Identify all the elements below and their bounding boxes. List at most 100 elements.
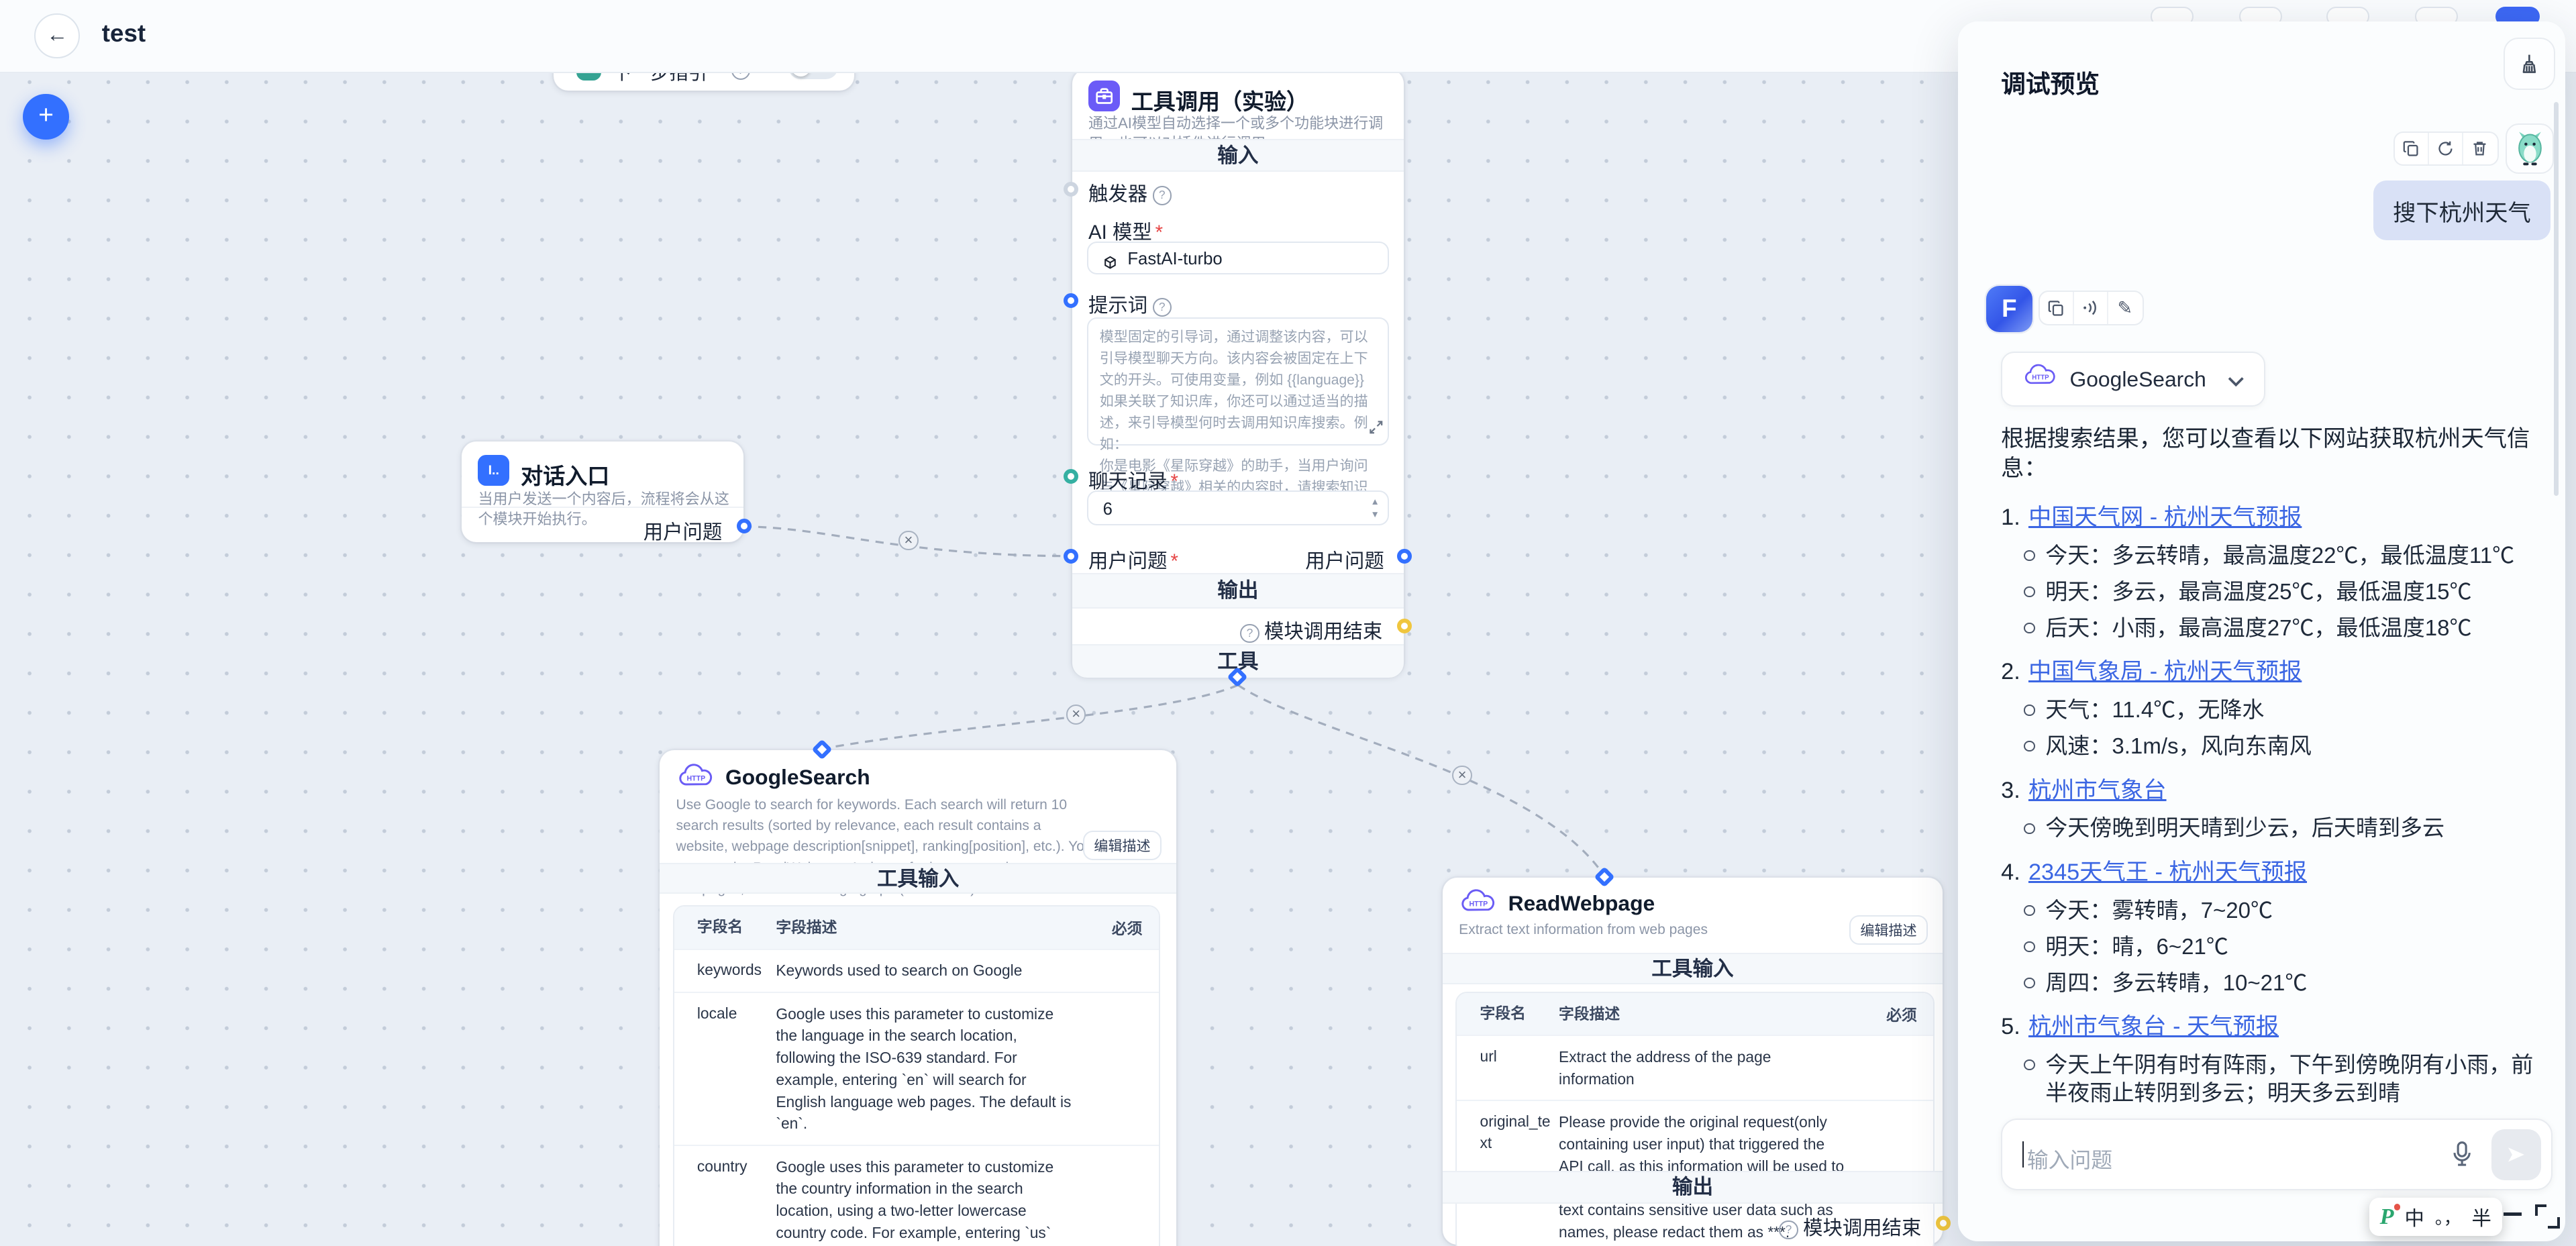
clear-chat-button[interactable]: [2504, 38, 2556, 90]
table-header: 字段名 字段描述 必须: [674, 906, 1159, 949]
tool-pill-label: GoogleSearch: [2069, 366, 2206, 391]
result-link[interactable]: 中国天气网 - 杭州天气预报: [2028, 505, 2302, 531]
debug-preview-panel: 调试预览 搜下杭州天气 F ✎ HTTP GoogleSearch 根据搜索结果…: [1958, 21, 2566, 1241]
model-select[interactable]: FastAI-turbo: [1086, 241, 1390, 274]
prompt-textarea[interactable]: 模型固定的引导词，通过调整该内容，可以引导模型聊天方向。该内容会被固定在上下文的…: [1086, 317, 1390, 517]
read-webpage-node[interactable]: HTTP ReadWebpage Extract text informatio…: [1442, 866, 1951, 1246]
microphone-icon[interactable]: [2451, 1140, 2473, 1175]
model-value: FastAI-turbo: [1127, 249, 1223, 268]
copy-icon[interactable]: [2395, 133, 2428, 164]
text-cursor: [2022, 1141, 2024, 1168]
section-tool-input: 工具输入: [1442, 953, 1943, 985]
ime-corner-icon: [2548, 1217, 2560, 1229]
expand-icon[interactable]: [1370, 411, 1383, 441]
ime-punctuation-mode[interactable]: 。，: [2434, 1209, 2461, 1229]
entry-node[interactable]: I.. 对话入口 当用户发送一个内容后，流程将会从这个模块开始执行。 用户问题: [462, 442, 752, 543]
send-button[interactable]: [2491, 1129, 2541, 1180]
voice-icon[interactable]: [2073, 292, 2107, 324]
assistant-message: 根据搜索结果，您可以查看以下网站获取杭州天气信息： 1. 中国天气网 - 杭州天气…: [2001, 424, 2536, 1123]
answer-intro: 根据搜索结果，您可以查看以下网站获取杭州天气信息：: [2001, 425, 2530, 481]
connection-delete-button[interactable]: ×: [898, 530, 919, 551]
connection-delete-button[interactable]: ×: [1066, 705, 1086, 725]
trigger-label: 触发器?: [1088, 178, 1172, 207]
briefcase-icon: [1088, 80, 1120, 112]
back-button[interactable]: ←: [34, 13, 81, 59]
target-handle-question[interactable]: [1064, 548, 1079, 564]
prompt-label: 提示词?: [1088, 290, 1172, 318]
table-row: locale Google uses this parameter to cus…: [674, 991, 1159, 1145]
ime-language-mode[interactable]: 中: [2404, 1207, 2424, 1230]
bullet: 今天：多云转晴，最高温度22℃，最低温度11℃: [2024, 542, 2536, 570]
result-link[interactable]: 杭州市气象台: [2028, 777, 2167, 803]
result-bullets: 天气：11.4℃，无降水 风速：3.1m/s，风向东南风: [2001, 696, 2536, 760]
section-output: 输出: [1442, 1170, 1943, 1204]
result-link[interactable]: 中国气象局 - 杭州天气预报: [2028, 659, 2302, 685]
chat-entry-icon: I..: [478, 454, 509, 486]
history-label: 聊天记录 *: [1088, 470, 1178, 493]
connection-delete-button[interactable]: ×: [1452, 765, 1472, 786]
stepper-up-icon: ▲: [1370, 496, 1380, 507]
source-handle-module-end[interactable]: [1397, 618, 1412, 633]
mascot-icon: [2518, 132, 2542, 166]
source-handle-question[interactable]: [1397, 548, 1412, 564]
message-toolbar: [2393, 131, 2499, 166]
section-input: 输入: [1072, 138, 1404, 172]
module-end-label: ? 模块调用结束: [1779, 1212, 1921, 1241]
table-row: url Extract the address of the page info…: [1457, 1035, 1934, 1100]
edit-description-button[interactable]: 编辑描述: [1082, 830, 1162, 860]
http-cloud-icon: HTTP: [2022, 364, 2059, 395]
model-label: AI 模型 *: [1088, 221, 1164, 244]
ime-minimize-icon[interactable]: [2504, 1212, 2522, 1216]
edit-icon[interactable]: ✎: [2107, 292, 2141, 324]
ime-width-mode[interactable]: 半: [2471, 1207, 2491, 1230]
result-bullets: 今天：雾转晴，7~20℃ 明天：晴，6~21℃ 周四：多云转晴，10~21℃: [2001, 897, 2536, 997]
result-item-heading: 4. 2345天气王 - 杭州天气预报: [2001, 860, 2308, 886]
tool-call-node[interactable]: 工具调用（实验） 通过AI模型自动选择一个或多个功能块进行调用，也可以对插件进行…: [1064, 68, 1412, 688]
svg-text:HTTP: HTTP: [686, 774, 705, 782]
tool-input-table: 字段名 字段描述 必须 url Extract the address of t…: [1455, 992, 1935, 1246]
section-output: 输出: [1072, 573, 1404, 609]
openai-icon: [1101, 250, 1119, 279]
bullet: 明天：多云，最高温度25℃，最低温度15℃: [2024, 578, 2536, 607]
table-row: keywords Keywords used to search on Goog…: [674, 948, 1159, 992]
delete-icon[interactable]: [2462, 132, 2496, 165]
result-bullets: 今天：多云转晴，最高温度22℃，最低温度11℃ 明天：多云，最高温度25℃，最低…: [2001, 542, 2536, 642]
result-link[interactable]: 2345天气王 - 杭州天气预报: [2028, 860, 2308, 886]
target-handle-prompt[interactable]: [1064, 293, 1079, 309]
help-icon: ?: [1152, 186, 1172, 205]
google-search-node[interactable]: HTTP GoogleSearch Use Google to search f…: [660, 739, 1177, 1246]
chat-input[interactable]: 输入问题: [2001, 1119, 2553, 1191]
broom-icon: [2523, 54, 2536, 73]
entry-output-label: 用户问题: [643, 521, 723, 543]
bullet: 风速：3.1m/s，风向东南风: [2024, 733, 2536, 761]
source-handle-module-end[interactable]: [1936, 1216, 1951, 1231]
http-cloud-icon: HTTP: [1459, 889, 1498, 922]
entry-node-title: 对话入口: [521, 464, 610, 489]
panel-title: 调试预览: [2001, 70, 2100, 99]
target-handle-trigger[interactable]: [1064, 181, 1079, 197]
bullet: 后天：小雨，最高温度27℃，最低温度18℃: [2024, 615, 2536, 643]
chat-scrollbar[interactable]: [2554, 101, 2559, 497]
tool-input-table: 字段名 字段描述 必须 keywords Keywords used to se…: [672, 905, 1160, 1246]
ime-logo[interactable]: P: [2379, 1204, 2400, 1230]
entry-node-desc: 当用户发送一个内容后，流程将会从这个模块开始执行。: [478, 490, 729, 527]
send-icon: [2508, 1147, 2525, 1162]
retry-icon[interactable]: [2428, 132, 2462, 165]
assistant-toolbar: ✎: [2039, 291, 2145, 325]
edit-description-button[interactable]: 编辑描述: [1849, 915, 1928, 945]
svg-text:HTTP: HTTP: [2032, 374, 2049, 381]
chat-input-placeholder: 输入问题: [2026, 1147, 2113, 1172]
copy-icon[interactable]: [2040, 292, 2073, 323]
ime-toolbar: P 中 。， 半: [2369, 1197, 2502, 1237]
number-stepper[interactable]: ▲ ▼: [1371, 495, 1380, 521]
read-node-desc: Extract text information from web pages: [1459, 922, 1708, 938]
bullet: 周四：多云转晴，10~21℃: [2024, 970, 2536, 998]
history-input[interactable]: 6 ▲ ▼: [1086, 490, 1390, 526]
user-message-bubble: 搜下杭州天气: [2373, 180, 2551, 241]
tool-call-pill[interactable]: HTTP GoogleSearch: [2001, 351, 2265, 407]
add-node-button[interactable]: +: [23, 93, 69, 140]
question-label: 用户问题 *: [1088, 550, 1178, 572]
mascot-avatar[interactable]: [2505, 123, 2555, 174]
target-handle-history[interactable]: [1064, 469, 1079, 484]
result-link[interactable]: 杭州市气象台 - 天气预报: [2028, 1014, 2279, 1040]
